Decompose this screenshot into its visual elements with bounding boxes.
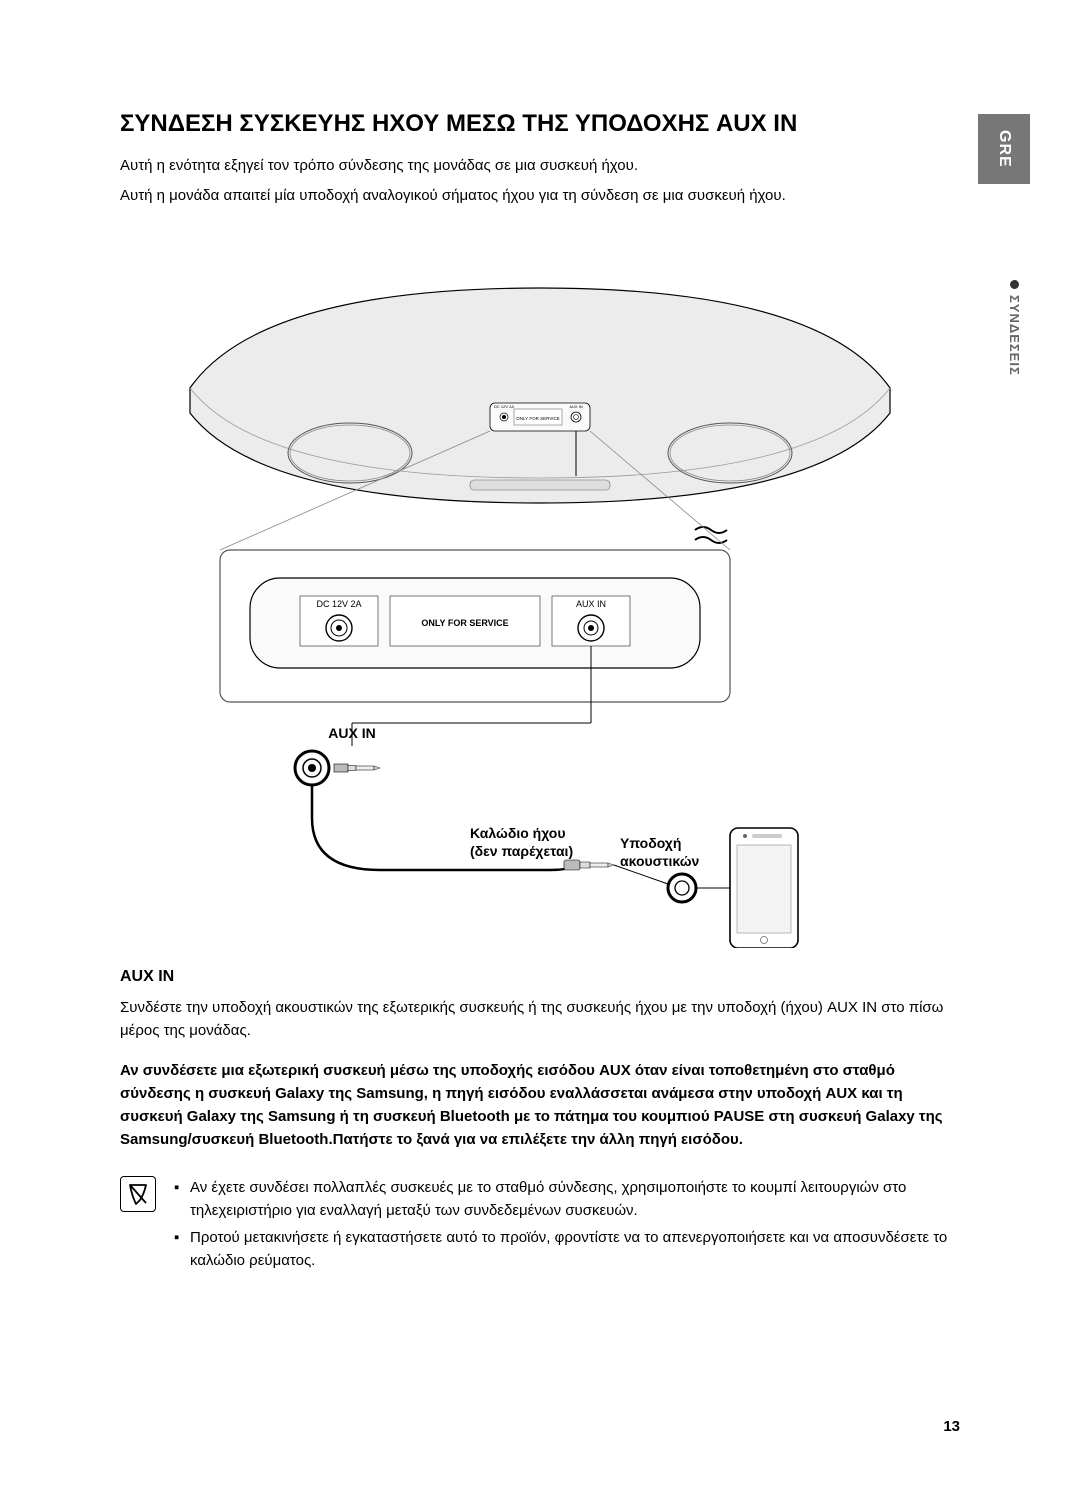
aux-subheading: AUX IN	[120, 968, 960, 986]
page-number: 13	[943, 1418, 960, 1435]
note-icon	[120, 1176, 156, 1212]
aux-para-1: Συνδέστε την υποδοχή ακουστικών της εξωτ…	[120, 996, 960, 1043]
intro-text-2: Αυτή η μονάδα απαιτεί μία υποδοχή αναλογ…	[120, 184, 960, 208]
aux-jack-icon	[295, 751, 380, 785]
cable-label-1: Καλώδιο ήχου	[470, 825, 565, 841]
aux-para-2: Αν συνδέσετε μια εξωτερική συσκευή μέσω …	[120, 1059, 960, 1152]
note-box: Αν έχετε συνδέσει πολλαπλές συσκευές με …	[120, 1176, 960, 1277]
external-device-icon	[730, 828, 798, 948]
intro-text-1: Αυτή η ενότητα εξηγεί τον τρόπο σύνδεσης…	[120, 154, 960, 178]
aux-in-label: AUX IN	[328, 725, 375, 741]
svg-text:DC 12V 2A: DC 12V 2A	[494, 404, 514, 409]
note-item-2: Προτού μετακινήσετε ή εγκαταστήσετε αυτό…	[174, 1226, 960, 1273]
side-section-label: ΣΥΝΔΕΣΕΙΣ	[1007, 280, 1022, 376]
connection-diagram: ONLY FOR SERVICE DC 12V 2A AUX IN DC 12V…	[120, 258, 960, 948]
service-label: ONLY FOR SERVICE	[421, 618, 508, 628]
aux-plug-icon	[564, 860, 614, 870]
note-item-1: Αν έχετε συνδέσει πολλαπλές συσκευές με …	[174, 1176, 960, 1223]
section-heading: ΣΥΝΔΕΣΗ ΣΥΣΚΕΥΗΣ ΗΧΟΥ ΜΕΣΩ ΤΗΣ ΥΠΟΔΟΧΗΣ …	[120, 110, 960, 138]
jack-label-1: Υποδοχή	[620, 835, 681, 851]
cable-label-2: (δεν παρέχεται)	[470, 843, 573, 859]
note-list: Αν έχετε συνδέσει πολλαπλές συσκευές με …	[174, 1176, 960, 1277]
svg-text:ONLY FOR SERVICE: ONLY FOR SERVICE	[516, 416, 560, 421]
language-tab: GRE	[978, 114, 1030, 184]
svg-text:AUX IN: AUX IN	[569, 404, 582, 409]
dc-label: DC 12V 2A	[316, 599, 361, 609]
speaker-unit-icon: ONLY FOR SERVICE DC 12V 2A AUX IN	[190, 288, 890, 503]
aux-in-port-label: AUX IN	[576, 599, 606, 609]
jack-label-2: ακουστικών	[620, 853, 700, 869]
